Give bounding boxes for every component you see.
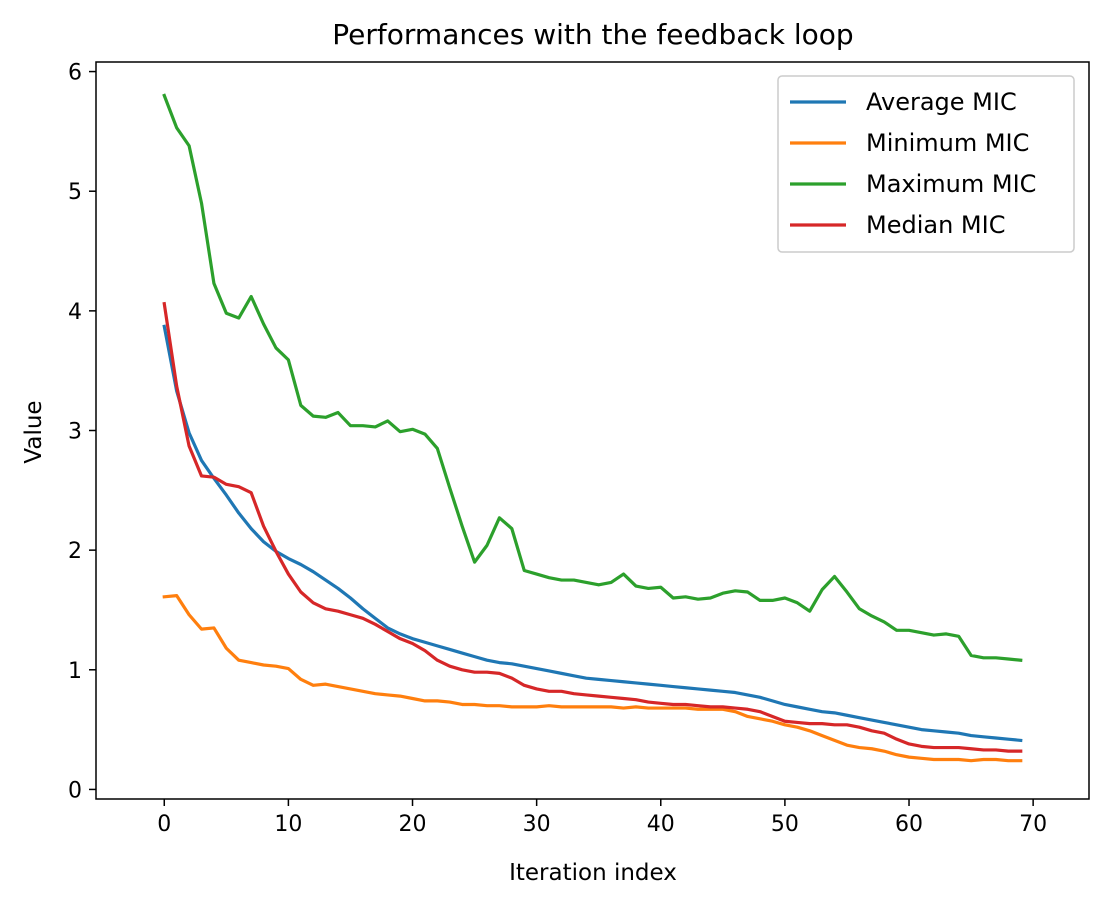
y-tick-label: 6 bbox=[68, 61, 82, 86]
y-tick-label: 0 bbox=[68, 778, 82, 803]
plot-area bbox=[95, 61, 1090, 800]
legend-label: Median MIC bbox=[866, 211, 1005, 239]
series-line-maximum-mic bbox=[162, 93, 1023, 662]
legend-label: Minimum MIC bbox=[866, 129, 1029, 157]
x-tick-label: 50 bbox=[771, 812, 799, 837]
y-tick-label: 1 bbox=[68, 659, 82, 684]
series-layer bbox=[162, 93, 1023, 763]
legend-label: Maximum MIC bbox=[866, 170, 1036, 198]
y-axis-label: Value bbox=[21, 400, 47, 463]
x-axis-label: Iteration index bbox=[509, 860, 677, 886]
y-tick-label: 2 bbox=[68, 539, 82, 564]
x-tick-label: 70 bbox=[1019, 812, 1047, 837]
series-line-median-mic bbox=[162, 301, 1023, 753]
x-tick-label: 10 bbox=[274, 812, 302, 837]
x-tick-label: 20 bbox=[399, 812, 427, 837]
y-tick-label: 3 bbox=[68, 420, 82, 445]
legend: Average MIC Minimum MIC Maximum MIC Median … bbox=[777, 75, 1075, 253]
series-line-minimum-mic bbox=[162, 594, 1023, 763]
chart-title: Performances with the feedback loop bbox=[332, 18, 853, 51]
y-tick-label: 5 bbox=[68, 180, 82, 205]
x-tick-label: 0 bbox=[157, 812, 171, 837]
x-tick-label: 30 bbox=[523, 812, 551, 837]
series-line-average-mic bbox=[162, 324, 1023, 743]
y-tick-label: 4 bbox=[68, 300, 82, 325]
legend-box bbox=[777, 75, 1075, 253]
legend-label: Average MIC bbox=[866, 88, 1017, 116]
x-tick-label: 40 bbox=[647, 812, 675, 837]
x-axis: 0 10 20 30 40 50 60 70 bbox=[157, 799, 1047, 837]
y-axis: 0 1 2 3 4 5 6 bbox=[68, 61, 96, 803]
x-tick-label: 60 bbox=[895, 812, 923, 837]
